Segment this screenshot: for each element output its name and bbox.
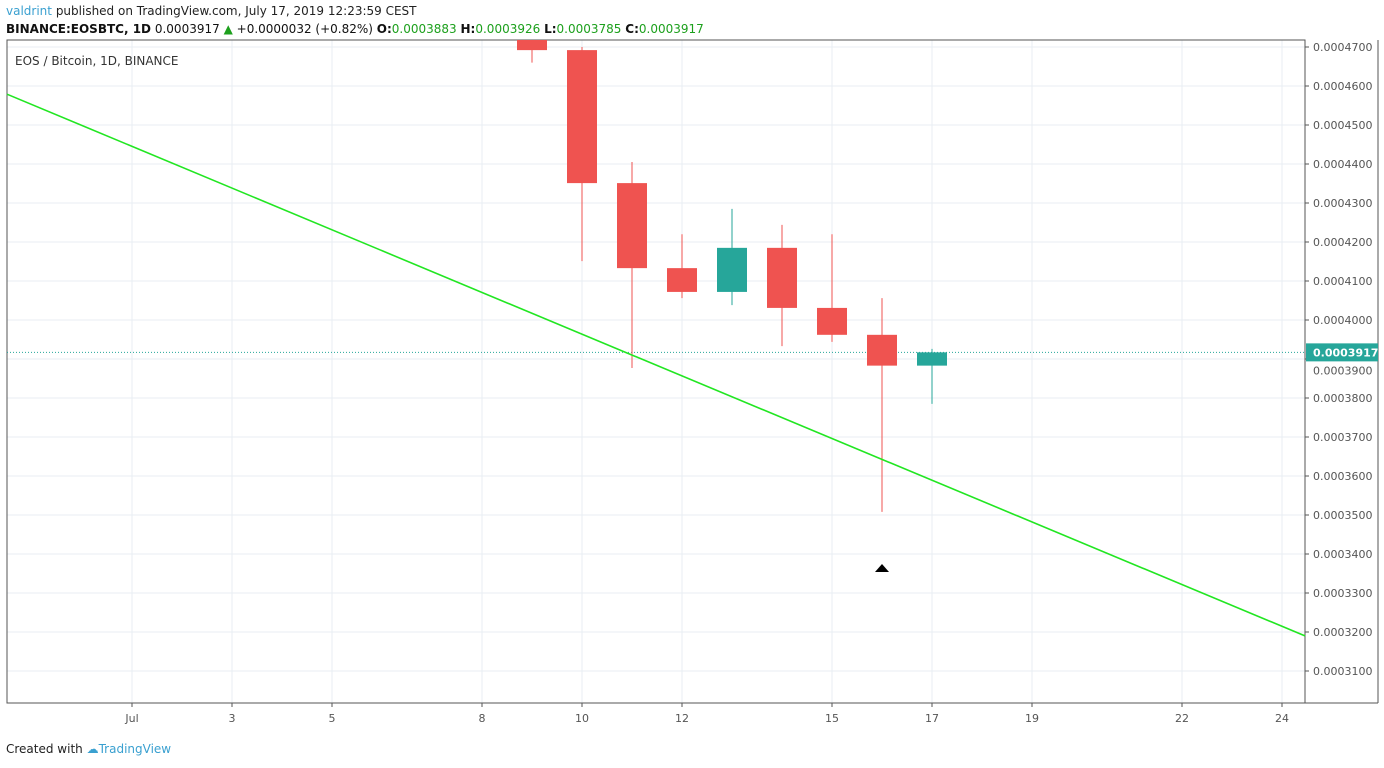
y-tick-label: 0.0003200 — [1313, 626, 1373, 639]
low-value: 0.0003785 — [556, 22, 622, 36]
y-tick-label: 0.0003900 — [1313, 364, 1373, 377]
y-tick-label: 0.0003600 — [1313, 470, 1373, 483]
x-tick-label: 24 — [1275, 712, 1289, 725]
x-tick-label: 10 — [575, 712, 589, 725]
candle — [517, 40, 547, 63]
y-tick-label: 0.0003700 — [1313, 431, 1373, 444]
x-tick-label: 17 — [925, 712, 939, 725]
x-tick-label: 12 — [675, 712, 689, 725]
y-tick-label: 0.0004700 — [1313, 41, 1373, 54]
footer: Created with ☁TradingView — [6, 742, 171, 756]
candle — [817, 234, 847, 342]
open-value: 0.0003883 — [391, 22, 457, 36]
x-tick-label: Jul — [124, 712, 138, 725]
x-tick-label: 15 — [825, 712, 839, 725]
close-label: C: — [625, 22, 639, 36]
candle-body — [717, 247, 747, 292]
candle — [867, 298, 897, 512]
created-with: Created with — [6, 742, 83, 756]
change: +0.0000032 (+0.82%) — [236, 22, 373, 36]
marker-triangle-icon — [875, 564, 889, 573]
author-link[interactable]: valdrint — [6, 4, 52, 18]
candle — [617, 162, 647, 368]
y-tick-label: 0.0003800 — [1313, 392, 1373, 405]
plot-border — [6, 39, 1306, 704]
candle-body — [767, 247, 797, 308]
y-tick-label: 0.0004600 — [1313, 80, 1373, 93]
candle — [917, 348, 947, 404]
last-price: 0.0003917 — [154, 22, 220, 36]
trendline — [6, 93, 1306, 637]
candle — [567, 47, 597, 262]
candle-body — [917, 352, 947, 366]
y-tick-label: 0.0003400 — [1313, 548, 1373, 561]
publish-info: valdrint published on TradingView.com, J… — [6, 4, 417, 18]
up-arrow-icon: ▲ — [223, 22, 233, 36]
high-label: H: — [460, 22, 476, 36]
candle — [667, 234, 697, 299]
y-tick-label: 0.0004500 — [1313, 119, 1373, 132]
candle-body — [667, 268, 697, 292]
y-tick-label: 0.0004100 — [1313, 275, 1373, 288]
last-price-badge — [1306, 343, 1378, 362]
chart-title: EOS / Bitcoin, 1D, BINANCE — [15, 54, 179, 68]
y-tick-label: 0.0003500 — [1313, 509, 1373, 522]
candle-body — [617, 183, 647, 269]
high-value: 0.0003926 — [475, 22, 541, 36]
y-tick-label: 0.0004400 — [1313, 158, 1373, 171]
y-tick-label: 0.0004200 — [1313, 236, 1373, 249]
x-tick-label: 8 — [479, 712, 486, 725]
open-label: O: — [376, 22, 392, 36]
x-tick-label: 19 — [1025, 712, 1039, 725]
candle-body — [867, 334, 897, 366]
close-value: 0.0003917 — [638, 22, 704, 36]
y-tick-label: 0.0004300 — [1313, 197, 1373, 210]
last-price-label: 0.0003917 — [1313, 346, 1378, 359]
candle — [717, 208, 747, 306]
publish-text: published on TradingView.com, July 17, 2… — [55, 4, 417, 18]
symbol-info: BINANCE:EOSBTC, 1D 0.0003917 ▲ +0.000003… — [6, 22, 704, 36]
y-tick-label: 0.0003100 — [1313, 665, 1373, 678]
tradingview-link[interactable]: TradingView — [98, 742, 172, 756]
x-tick-label: 22 — [1175, 712, 1189, 725]
low-label: L: — [544, 22, 557, 36]
candle-body — [517, 40, 547, 51]
x-tick-label: 3 — [229, 712, 236, 725]
y-tick-label: 0.0004000 — [1313, 314, 1373, 327]
candle — [767, 224, 797, 347]
y-tick-label: 0.0003300 — [1313, 587, 1373, 600]
symbol: BINANCE:EOSBTC, 1D — [6, 22, 152, 36]
tradingview-logo-icon: ☁ — [86, 742, 99, 756]
candle-body — [817, 307, 847, 335]
candle-body — [567, 50, 597, 184]
x-tick-label: 5 — [329, 712, 336, 725]
